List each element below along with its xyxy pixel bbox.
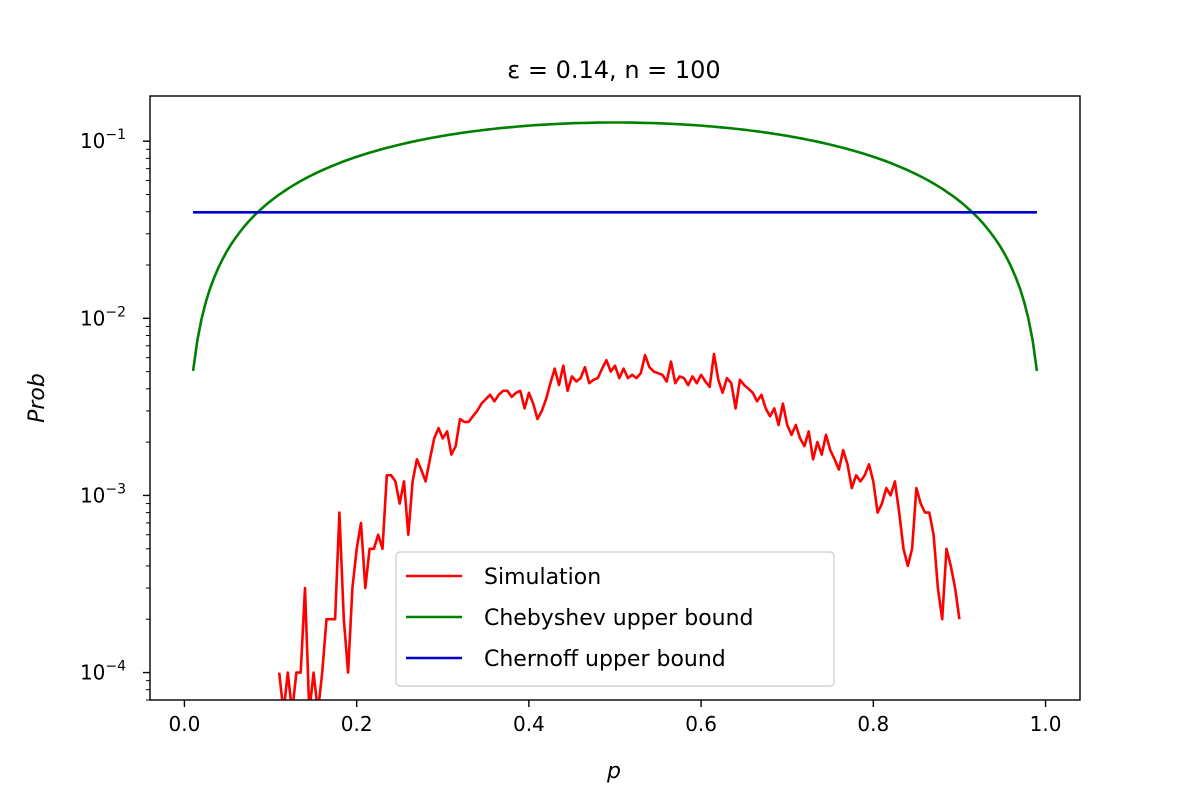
y-tick-label: 10−4 bbox=[80, 659, 126, 685]
x-axis-label: p bbox=[606, 759, 621, 784]
x-tick-label: 0.4 bbox=[513, 712, 545, 736]
chart-title: ε = 0.14, n = 100 bbox=[507, 56, 720, 84]
x-tick-label: 0.0 bbox=[169, 712, 201, 736]
y-tick-label: 10−3 bbox=[80, 481, 126, 507]
x-tick-label: 0.2 bbox=[341, 712, 373, 736]
legend-box bbox=[395, 551, 835, 687]
plot-area bbox=[149, 95, 1081, 701]
y-axis: 10−4 10−3 10−2 10−1 bbox=[80, 127, 150, 701]
legend-entry: Chernoff upper bound bbox=[484, 647, 726, 672]
legend-entry: Chebyshev upper bound bbox=[484, 606, 754, 631]
plot-frame bbox=[149, 95, 1081, 701]
series-line-simulation bbox=[277, 352, 961, 700]
y-tick-label: 10−1 bbox=[80, 127, 126, 153]
x-tick-label: 0.6 bbox=[685, 712, 717, 736]
x-tick-label: 1.0 bbox=[1030, 712, 1062, 736]
legend-entry: Simulation bbox=[484, 565, 601, 590]
y-tick-label: 10−2 bbox=[80, 304, 126, 330]
y-axis-label: Prob bbox=[25, 373, 50, 423]
x-tick-label: 0.8 bbox=[857, 712, 889, 736]
series-line-chebyshev bbox=[191, 121, 1039, 372]
legend: Simulation Chebyshev upper bound Chernoff … bbox=[395, 551, 835, 687]
x-axis: 0.0 0.2 0.4 0.6 0.8 1.0 bbox=[169, 700, 1062, 736]
